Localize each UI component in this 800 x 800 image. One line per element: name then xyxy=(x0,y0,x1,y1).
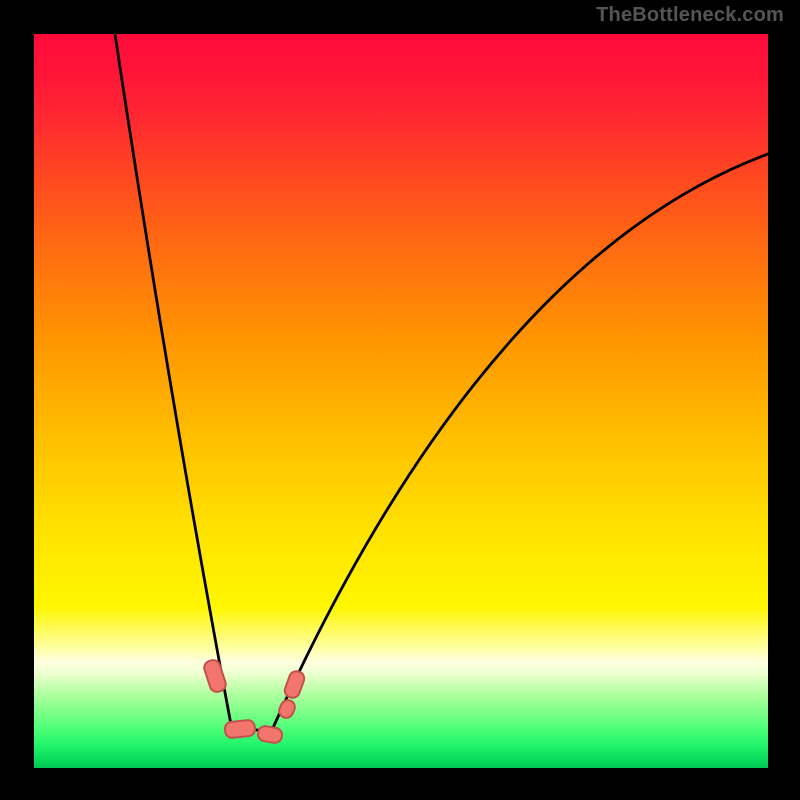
valley-marker xyxy=(224,719,256,738)
watermark-text: TheBottleneck.com xyxy=(596,4,784,27)
bottleneck-chart xyxy=(0,0,800,800)
chart-container: TheBottleneck.com xyxy=(0,0,800,800)
